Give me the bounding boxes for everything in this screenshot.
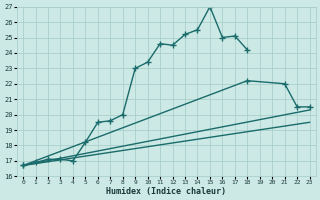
X-axis label: Humidex (Indice chaleur): Humidex (Indice chaleur) [106, 187, 226, 196]
